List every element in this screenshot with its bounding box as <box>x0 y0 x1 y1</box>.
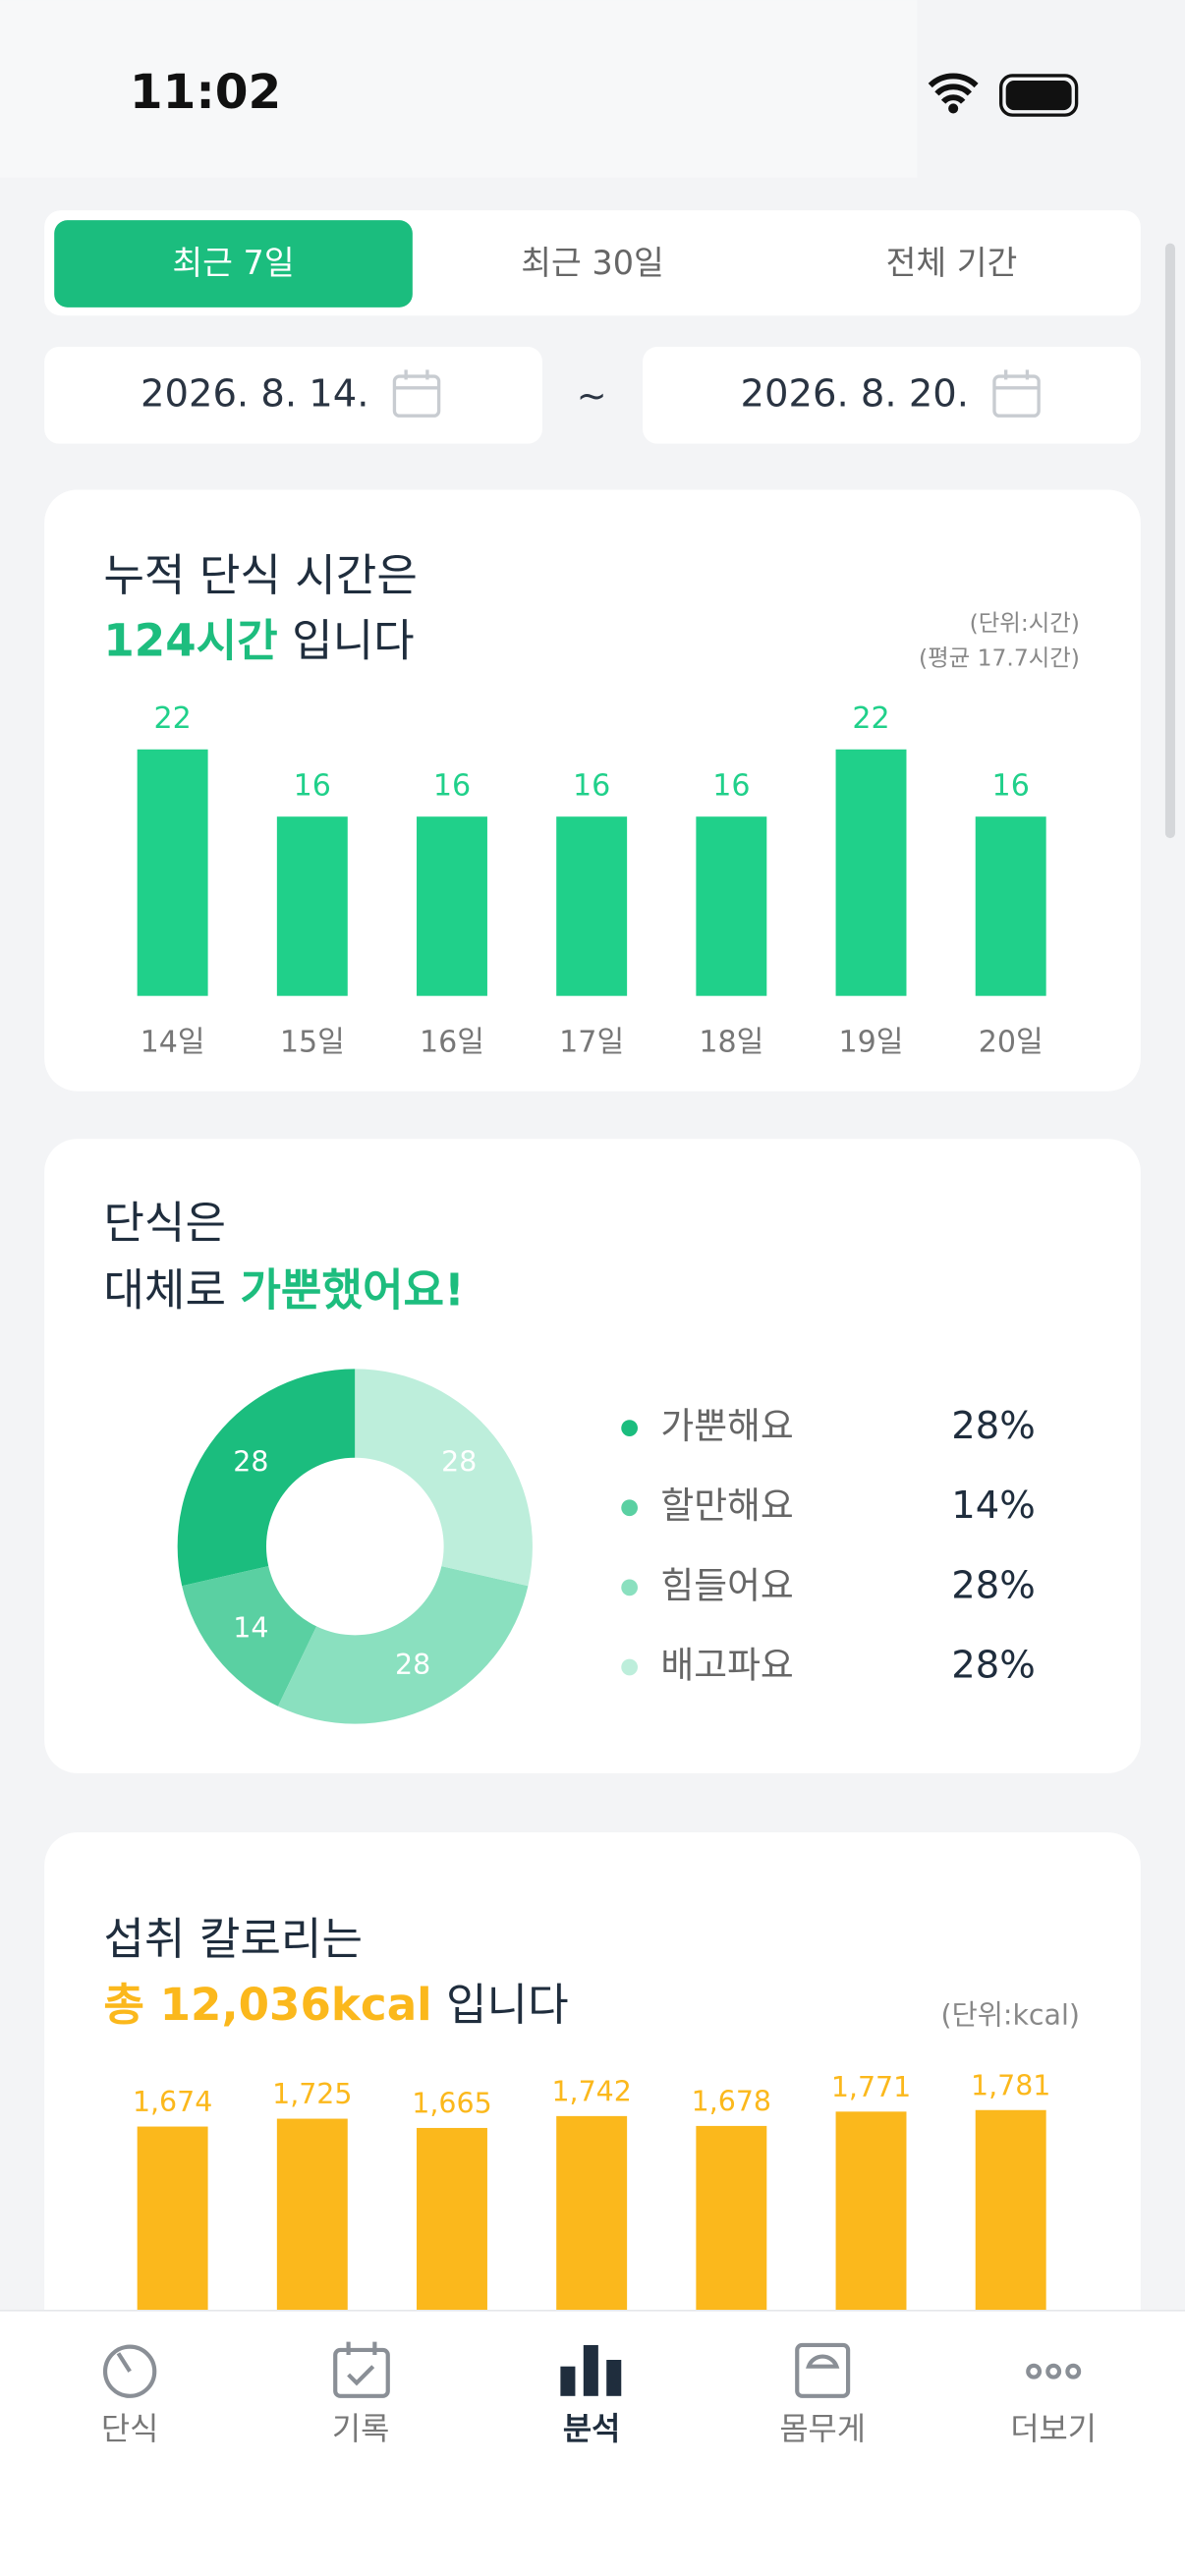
x-tick-label: 19일 <box>839 1026 904 1060</box>
bar <box>137 749 208 996</box>
x-tick-label: 14일 <box>141 1026 205 1060</box>
status-time: 11:02 <box>130 65 281 120</box>
nav-icons <box>102 2341 1082 2398</box>
highlight: 가뿐했어요! <box>240 1263 464 1316</box>
nav-item[interactable]: 몸무게 <box>779 2412 866 2447</box>
x-tick-label: 18일 <box>699 1026 763 1060</box>
highlight: 총 12,036kcal <box>103 1979 431 2031</box>
title-suffix: 입니다 <box>292 615 415 667</box>
card-title: 단식은 <box>103 1197 226 1249</box>
legend-dot <box>621 1658 638 1676</box>
legend-value: 28% <box>951 1643 1036 1687</box>
value-label: 16 <box>294 769 331 804</box>
date-separator: ~ <box>577 374 607 417</box>
legend-label: 가뿐해요 <box>660 1405 793 1447</box>
card-title: 대체로 가뿐했어요! <box>103 1263 464 1316</box>
value-label: 1,725 <box>272 2078 352 2110</box>
pie-slice <box>355 1369 533 1587</box>
end-date-field[interactable] <box>643 346 1141 444</box>
end-date: 2026. 8. 20. <box>741 372 969 417</box>
value-label: 1,665 <box>412 2088 491 2120</box>
slice-label: 28 <box>441 1446 477 1479</box>
slice-label: 14 <box>233 1612 268 1645</box>
value-label: 16 <box>573 769 610 804</box>
slice-label: 28 <box>395 1649 430 1681</box>
tab[interactable]: 전체 기간 <box>886 244 1018 282</box>
x-tick-label: 16일 <box>420 1026 484 1060</box>
nav-item[interactable]: 기록 <box>332 2412 389 2447</box>
calendar-icons <box>392 369 1041 418</box>
bar <box>696 816 767 996</box>
x-tick-label: 20일 <box>979 1026 1044 1060</box>
unit-note: (단위:kcal) <box>940 1998 1079 2031</box>
title-suffix: 입니다 <box>446 1979 569 2031</box>
slice-label: 28 <box>233 1446 268 1479</box>
tab[interactable]: 최근 7일 <box>172 244 294 282</box>
value-label: 22 <box>153 701 191 736</box>
start-date-field[interactable] <box>44 346 542 444</box>
bar <box>975 816 1046 996</box>
legend-dot <box>621 1420 638 1436</box>
bar <box>417 816 487 996</box>
value-label: 16 <box>433 769 471 804</box>
nav-item[interactable]: 더보기 <box>1010 2412 1097 2447</box>
legend-value: 14% <box>951 1484 1036 1528</box>
average-note: (평균 17.7시간) <box>919 644 1080 671</box>
mood-card <box>44 1139 1141 1773</box>
legend-dot <box>621 1499 638 1517</box>
value-label: 1,771 <box>831 2071 911 2103</box>
pie-slice <box>177 1369 356 1587</box>
bar <box>835 749 907 996</box>
card-title: 총 12,036kcal 입니다 <box>103 1979 568 2031</box>
legend-label: 배고파요 <box>660 1644 793 1686</box>
start-date: 2026. 8. 14. <box>141 372 368 417</box>
pie-slice <box>277 1566 529 1724</box>
value-label: 1,674 <box>133 2086 212 2118</box>
status-bar-bg <box>0 0 918 178</box>
value-label: 16 <box>712 769 750 804</box>
title-prefix: 대체로 <box>103 1263 226 1316</box>
legend-value: 28% <box>951 1404 1036 1448</box>
card-title: 124시간 입니다 <box>103 615 414 667</box>
highlight: 124시간 <box>103 615 277 667</box>
legend-dot <box>621 1579 638 1596</box>
legend-label: 할만해요 <box>660 1484 793 1527</box>
value-label: 1,678 <box>692 2085 771 2117</box>
card-title: 섭취 칼로리는 <box>103 1913 363 1965</box>
legend-label: 힘들어요 <box>660 1564 793 1606</box>
nav-item[interactable]: 분석 <box>563 2412 620 2447</box>
value-label: 1,781 <box>971 2069 1050 2101</box>
tab-selected-bg <box>54 220 413 308</box>
x-tick-label: 15일 <box>280 1026 345 1060</box>
value-label: 1,742 <box>551 2075 631 2107</box>
scrollbar <box>1164 243 1175 839</box>
card-title: 누적 단식 시간은 <box>103 549 418 601</box>
unit-note: (단위:시간) <box>970 609 1080 637</box>
value-label: 16 <box>992 769 1030 804</box>
x-tick-label: 17일 <box>559 1026 624 1060</box>
bar <box>276 816 348 996</box>
value-label: 22 <box>852 701 889 736</box>
bar <box>556 816 628 996</box>
tab[interactable]: 최근 30일 <box>521 244 663 282</box>
legend-value: 28% <box>951 1563 1036 1607</box>
pie-slice <box>182 1566 317 1707</box>
nav-item[interactable]: 단식 <box>101 2412 158 2447</box>
status-icons <box>928 73 1079 117</box>
